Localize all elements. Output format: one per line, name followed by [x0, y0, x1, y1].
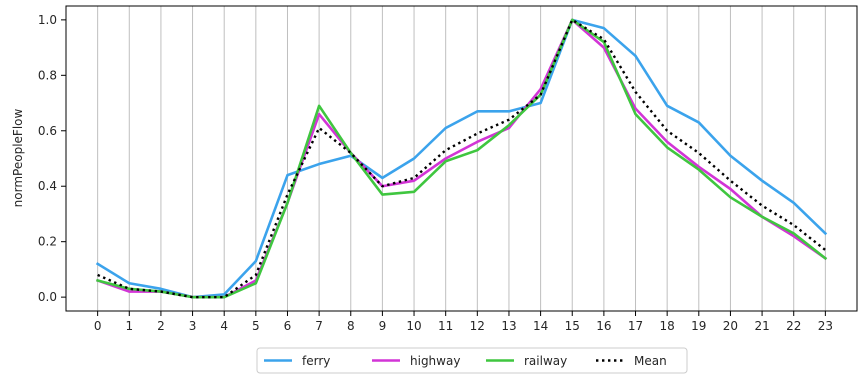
- series-line-highway: [95, 18, 828, 299]
- x-tick-label: 6: [284, 319, 292, 333]
- series-line-railway: [96, 18, 828, 299]
- x-tick-label: 4: [220, 319, 228, 333]
- series-line-mean: [97, 18, 827, 299]
- x-tick-label: 10: [406, 319, 421, 333]
- x-tick-label: 17: [628, 319, 643, 333]
- x-tick-label: 22: [786, 319, 801, 333]
- grid-layer: [97, 6, 826, 311]
- x-tick-label: 1: [125, 319, 133, 333]
- x-tick-label: 2: [157, 319, 165, 333]
- legend-frame: [256, 347, 688, 374]
- legend-label-railway: railway: [524, 354, 567, 368]
- series-line-ferry: [95, 18, 828, 299]
- x-tick-label: 18: [660, 319, 675, 333]
- x-tick-label: 21: [754, 319, 769, 333]
- x-tick-label: 11: [438, 319, 453, 333]
- x-tick-label: 8: [347, 319, 355, 333]
- y-tick-label: 0.2: [38, 235, 57, 249]
- y-tick-label: 0.6: [38, 124, 57, 138]
- x-tick-label: 9: [379, 319, 387, 333]
- x-tick-label: 7: [315, 319, 323, 333]
- x-tick-label: 12: [470, 319, 485, 333]
- x-tick-label: 14: [533, 319, 548, 333]
- series-layer: [95, 18, 828, 299]
- x-tick-label: 0: [94, 319, 102, 333]
- y-tick-label: 0.4: [38, 179, 57, 193]
- legend-label-ferry: ferry: [302, 354, 330, 368]
- y-tick-label: 0.0: [38, 290, 57, 304]
- x-tick-label: 19: [691, 319, 706, 333]
- y-axis: 0.0 0.2 0.4 0.6 0.8 1.0: [38, 13, 66, 304]
- x-tick-label: 13: [501, 319, 516, 333]
- x-tick-label: 3: [189, 319, 197, 333]
- legend-label-highway: highway: [410, 354, 460, 368]
- legend-label-mean: Mean: [634, 354, 667, 368]
- x-tick-label: 5: [252, 319, 260, 333]
- plot-frame: [65, 5, 858, 312]
- x-tick-label: 15: [565, 319, 580, 333]
- y-axis-label: normPeopleFlow: [11, 109, 25, 208]
- x-axis: 0 1 2 3 4 5 6 7 8 9 10 11 12 13 14 15 16 17 18 19 20 21 22 23: [94, 311, 833, 333]
- x-tick-label: 20: [723, 319, 738, 333]
- x-tick-label: 23: [818, 319, 833, 333]
- x-tick-label: 16: [596, 319, 611, 333]
- y-tick-label: 1.0: [38, 13, 57, 27]
- y-tick-label: 0.8: [38, 68, 57, 82]
- legend: ferry highway railway Mean: [256, 347, 688, 374]
